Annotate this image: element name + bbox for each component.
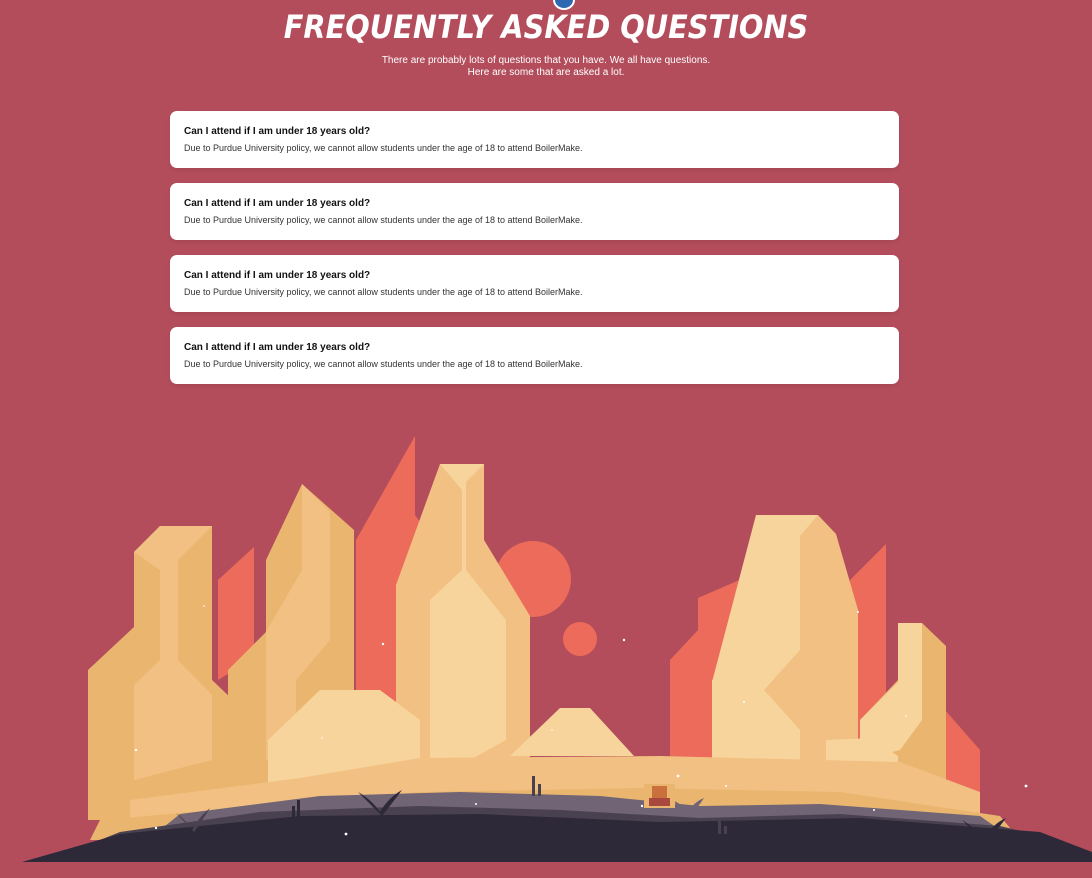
rock-right-1-light xyxy=(712,515,818,780)
treasure-chest-icon xyxy=(644,778,675,808)
sparkles xyxy=(134,605,1028,836)
plant-left xyxy=(176,808,210,832)
subtitle-line-2: Here are some that are asked a lot. xyxy=(467,67,625,78)
red-spire-left xyxy=(218,547,254,680)
faq-item[interactable]: Can I attend if I am under 18 years old?… xyxy=(170,183,899,240)
faq-item[interactable]: Can I attend if I am under 18 years old?… xyxy=(170,327,899,384)
post-right-b xyxy=(724,826,727,834)
faq-item[interactable]: Can I attend if I am under 18 years old?… xyxy=(170,255,899,312)
post-center-b xyxy=(538,784,541,796)
ground-dark xyxy=(22,814,1092,862)
post-right-a xyxy=(718,820,721,834)
faq-question: Can I attend if I am under 18 years old? xyxy=(184,342,371,353)
faq-answer: Due to Purdue University policy, we cann… xyxy=(184,287,583,297)
subtitle-line-1: There are probably lots of questions tha… xyxy=(381,55,711,66)
dune-pyramid xyxy=(510,708,634,756)
post-center-a xyxy=(532,776,535,796)
post-left-b xyxy=(297,800,300,818)
faq-answer: Due to Purdue University policy, we cann… xyxy=(184,215,583,225)
rock-left-2-light xyxy=(266,484,330,760)
faq-question: Can I attend if I am under 18 years old? xyxy=(184,198,371,209)
faq-question: Can I attend if I am under 18 years old? xyxy=(184,270,371,281)
desert-illustration xyxy=(22,436,1092,862)
faq-answer: Due to Purdue University policy, we cann… xyxy=(184,359,583,369)
plant-chest xyxy=(672,798,704,816)
faq-item[interactable]: Can I attend if I am under 18 years old?… xyxy=(170,111,899,168)
page-title: FREQUENTLY ASKED QUESTIONS xyxy=(283,8,809,46)
rock-left-1-light xyxy=(134,526,212,780)
plant-right xyxy=(962,818,1006,844)
red-spire-right-c xyxy=(945,710,980,800)
faq-answer: Due to Purdue University policy, we cann… xyxy=(184,143,583,153)
red-spire-right-b xyxy=(850,544,886,750)
post-left-a xyxy=(292,806,295,818)
faq-list: Can I attend if I am under 18 years old?… xyxy=(170,111,899,399)
rock-center-1-light xyxy=(430,464,506,760)
rock-right-2-light xyxy=(860,623,922,760)
small-sun xyxy=(563,622,597,656)
faq-question: Can I attend if I am under 18 years old? xyxy=(184,126,371,137)
page-subtitle: There are probably lots of questions tha… xyxy=(0,55,1092,79)
